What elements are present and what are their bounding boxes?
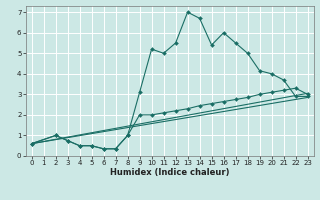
- X-axis label: Humidex (Indice chaleur): Humidex (Indice chaleur): [110, 168, 229, 177]
